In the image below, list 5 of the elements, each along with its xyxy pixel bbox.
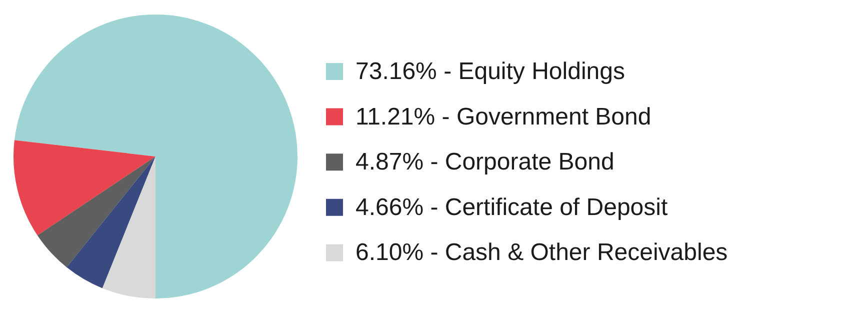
legend-label: 4.87% - Corporate Bond [356, 148, 614, 176]
legend-label: 4.66% - Certificate of Deposit [356, 194, 668, 221]
legend-label: 11.21% - Government Bond [356, 103, 652, 130]
legend-label: 73.16% - Equity Holdings [356, 58, 625, 85]
legend-label: 6.10% - Cash & Other Receivables [356, 239, 728, 266]
